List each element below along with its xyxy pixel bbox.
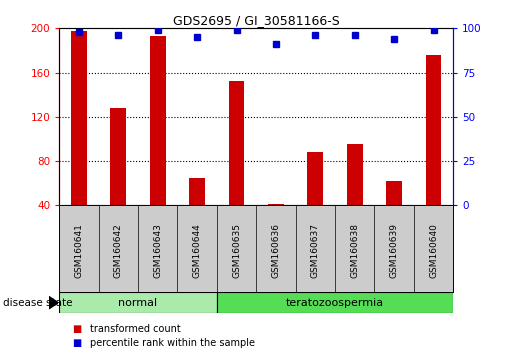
Text: transformed count: transformed count [90,324,181,333]
Text: GSM160636: GSM160636 [271,223,280,278]
Text: teratozoospermia: teratozoospermia [286,298,384,308]
Text: GSM160637: GSM160637 [311,223,320,278]
Bar [425,55,441,205]
Text: GSM160640: GSM160640 [429,223,438,278]
Text: GSM160638: GSM160638 [350,223,359,278]
Text: disease state: disease state [3,298,72,308]
Text: GSM160639: GSM160639 [390,223,399,278]
Bar [347,144,363,205]
Bar [229,81,245,205]
Bar [150,36,166,205]
Bar [189,178,205,205]
Bar [59,292,217,313]
Text: GSM160635: GSM160635 [232,223,241,278]
Text: GSM160644: GSM160644 [193,223,201,278]
Polygon shape [49,297,58,309]
Bar [71,30,87,205]
Bar [386,181,402,205]
Text: ■: ■ [72,338,81,348]
Text: ■: ■ [72,324,81,333]
Text: percentile rank within the sample: percentile rank within the sample [90,338,255,348]
Text: GSM160641: GSM160641 [75,223,83,278]
Bar [217,292,453,313]
Bar [307,152,323,205]
Bar [268,204,284,205]
Text: normal: normal [118,298,158,308]
Text: GSM160643: GSM160643 [153,223,162,278]
Text: GSM160642: GSM160642 [114,223,123,278]
Bar [110,108,126,205]
Title: GDS2695 / GI_30581166-S: GDS2695 / GI_30581166-S [173,14,339,27]
